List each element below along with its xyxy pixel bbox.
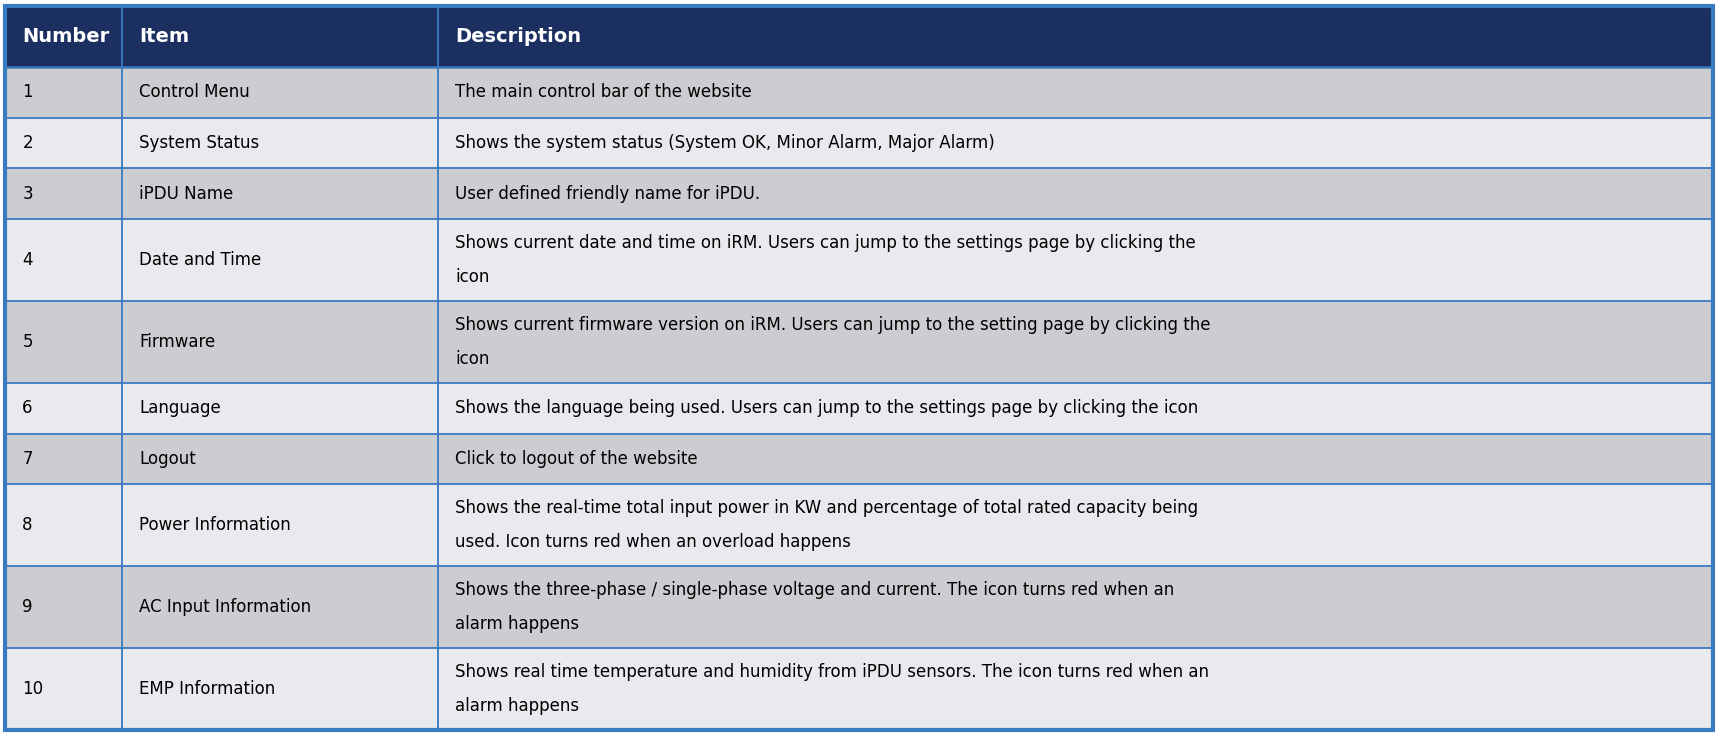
Bar bbox=[5, 566, 1713, 648]
Text: System Status: System Status bbox=[139, 134, 259, 152]
Text: Shows real time temperature and humidity from iPDU sensors. The icon turns red w: Shows real time temperature and humidity… bbox=[455, 663, 1209, 681]
Bar bbox=[5, 67, 1713, 118]
Text: The main control bar of the website: The main control bar of the website bbox=[455, 83, 752, 102]
Bar bbox=[5, 484, 1713, 566]
Text: icon: icon bbox=[455, 350, 490, 368]
Text: iPDU Name: iPDU Name bbox=[139, 185, 234, 202]
Text: 1: 1 bbox=[22, 83, 33, 102]
Text: Shows the language being used. Users can jump to the settings page by clicking t: Shows the language being used. Users can… bbox=[455, 399, 1199, 417]
Text: EMP Information: EMP Information bbox=[139, 680, 275, 698]
Text: Click to logout of the website: Click to logout of the website bbox=[455, 450, 698, 468]
Text: Number: Number bbox=[22, 27, 110, 46]
Text: alarm happens: alarm happens bbox=[455, 697, 579, 715]
Bar bbox=[5, 301, 1713, 383]
Text: 4: 4 bbox=[22, 251, 33, 269]
Bar bbox=[5, 434, 1713, 484]
Text: 9: 9 bbox=[22, 598, 33, 616]
Text: 8: 8 bbox=[22, 516, 33, 534]
Bar bbox=[5, 219, 1713, 301]
Bar bbox=[5, 6, 1713, 67]
Bar bbox=[5, 648, 1713, 730]
Text: 3: 3 bbox=[22, 185, 33, 202]
Text: icon: icon bbox=[455, 268, 490, 286]
Text: Shows current firmware version on iRM. Users can jump to the setting page by cli: Shows current firmware version on iRM. U… bbox=[455, 316, 1211, 333]
Text: 6: 6 bbox=[22, 399, 33, 417]
Text: Language: Language bbox=[139, 399, 222, 417]
Bar bbox=[5, 383, 1713, 434]
Text: Shows the three-phase / single-phase voltage and current. The icon turns red whe: Shows the three-phase / single-phase vol… bbox=[455, 581, 1175, 599]
Text: 2: 2 bbox=[22, 134, 33, 152]
Text: Date and Time: Date and Time bbox=[139, 251, 261, 269]
Text: AC Input Information: AC Input Information bbox=[139, 598, 311, 616]
Text: User defined friendly name for iPDU.: User defined friendly name for iPDU. bbox=[455, 185, 761, 202]
Text: 10: 10 bbox=[22, 680, 43, 698]
Text: Shows current date and time on iRM. Users can jump to the settings page by click: Shows current date and time on iRM. User… bbox=[455, 234, 1196, 252]
Bar bbox=[5, 169, 1713, 219]
Text: Power Information: Power Information bbox=[139, 516, 290, 534]
Text: 7: 7 bbox=[22, 450, 33, 468]
Text: Shows the system status (System OK, Minor Alarm, Major Alarm): Shows the system status (System OK, Mino… bbox=[455, 134, 995, 152]
Text: 5: 5 bbox=[22, 333, 33, 351]
Text: Shows the real-time total input power in KW and percentage of total rated capaci: Shows the real-time total input power in… bbox=[455, 499, 1199, 517]
Text: Logout: Logout bbox=[139, 450, 196, 468]
Text: Control Menu: Control Menu bbox=[139, 83, 251, 102]
Text: Item: Item bbox=[139, 27, 189, 46]
Text: Description: Description bbox=[455, 27, 581, 46]
Text: Firmware: Firmware bbox=[139, 333, 215, 351]
Bar bbox=[5, 118, 1713, 169]
Text: used. Icon turns red when an overload happens: used. Icon turns red when an overload ha… bbox=[455, 534, 850, 551]
Text: alarm happens: alarm happens bbox=[455, 615, 579, 634]
